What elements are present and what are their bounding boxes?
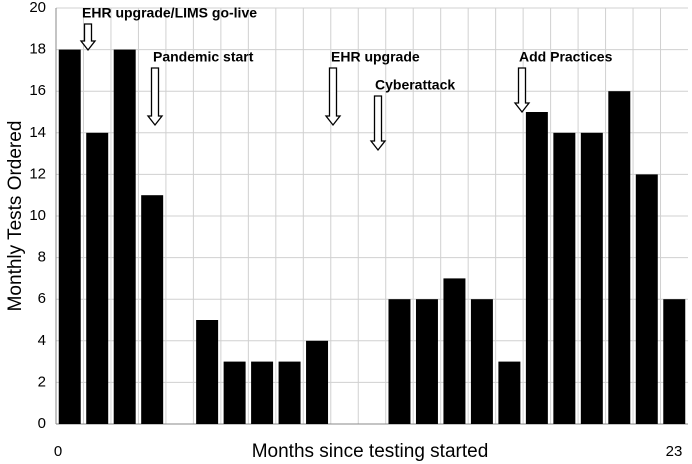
y-tick-label: 6 bbox=[38, 290, 46, 307]
bar bbox=[223, 361, 246, 424]
bar bbox=[196, 320, 219, 424]
annotation-arrow bbox=[79, 23, 97, 52]
y-tick-label: 8 bbox=[38, 249, 46, 266]
annotation: EHR upgrade/LIMS go-live bbox=[82, 5, 257, 21]
y-tick-label: 4 bbox=[38, 332, 46, 349]
bar bbox=[113, 49, 136, 424]
y-tick-label: 18 bbox=[29, 41, 46, 58]
annotation: Add Practices bbox=[519, 49, 613, 65]
bar bbox=[251, 361, 274, 424]
y-axis-title: Monthly Tests Ordered bbox=[5, 121, 26, 312]
annotation: Cyberattack bbox=[375, 77, 455, 93]
bar bbox=[580, 132, 603, 425]
annotation: Pandemic start bbox=[153, 49, 254, 65]
annotation-arrow bbox=[513, 67, 531, 114]
bar bbox=[553, 132, 576, 425]
x-tick-label: 0 bbox=[54, 443, 62, 460]
bar bbox=[306, 340, 329, 424]
bar bbox=[141, 195, 164, 424]
y-tick-label: 20 bbox=[29, 0, 46, 16]
annotation-arrow bbox=[369, 95, 387, 152]
y-tick-label: 16 bbox=[29, 82, 46, 99]
bar bbox=[470, 299, 493, 424]
bar bbox=[635, 174, 658, 424]
bar bbox=[498, 361, 521, 424]
y-tick-label: 12 bbox=[29, 165, 46, 182]
annotation-arrow bbox=[146, 67, 164, 127]
x-tick-label: 23 bbox=[666, 443, 683, 460]
y-tick-label: 14 bbox=[29, 124, 46, 141]
y-tick-label: 2 bbox=[38, 373, 46, 390]
bar bbox=[415, 299, 438, 424]
y-tick-label: 10 bbox=[29, 207, 46, 224]
annotation: EHR upgrade bbox=[331, 49, 420, 65]
annotation-arrow bbox=[324, 67, 342, 127]
bar bbox=[58, 49, 81, 424]
bar bbox=[663, 299, 686, 424]
bar bbox=[608, 91, 631, 424]
bar bbox=[443, 278, 466, 424]
bar bbox=[278, 361, 301, 424]
y-tick-label: 0 bbox=[38, 415, 46, 432]
x-axis-title: Months since testing started bbox=[252, 441, 489, 462]
bar bbox=[388, 299, 411, 424]
bar bbox=[86, 132, 109, 425]
bar bbox=[525, 112, 548, 424]
